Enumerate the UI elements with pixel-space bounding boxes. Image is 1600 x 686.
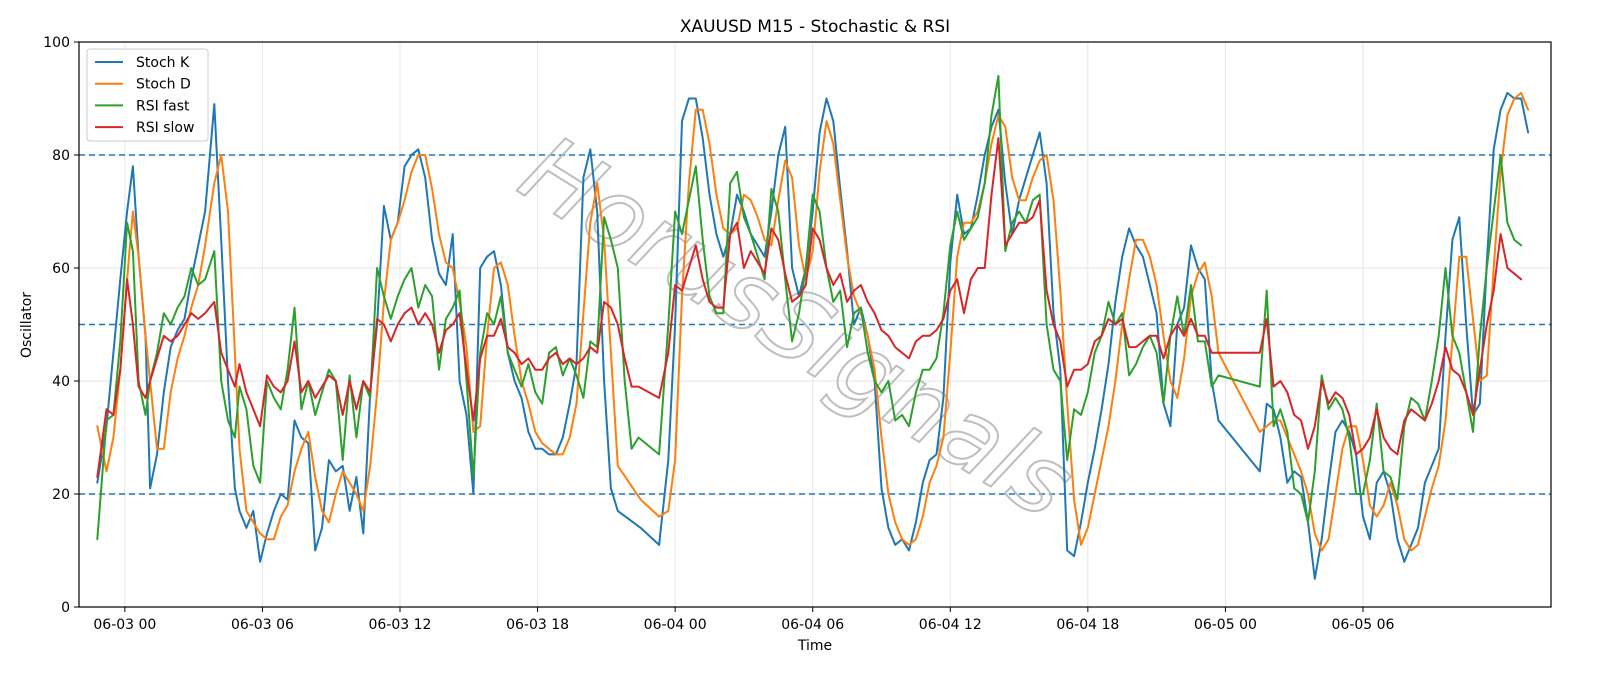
x-tick-label: 06-03 18 [506, 617, 569, 633]
x-axis: 06-03 00 06-03 06 06-03 12 06-03 18 06-04 00… [93, 607, 1395, 633]
x-tick-label: 06-03 06 [231, 617, 294, 633]
threshold-lines [79, 154, 1551, 495]
legend-box [86, 48, 209, 142]
plot-area-frame [78, 41, 1552, 608]
x-tick-label: 06-05 06 [1332, 617, 1395, 633]
y-tick-label: 100 [43, 35, 70, 51]
y-tick-label: 40 [52, 374, 70, 390]
series-line-stoch-d [96, 91, 1530, 552]
y-axis-label: Oscillator [19, 292, 35, 358]
x-tick-label: 06-04 18 [1056, 617, 1119, 633]
x-tick-label: 06-05 00 [1194, 617, 1257, 633]
x-tick-label: 06-04 12 [919, 617, 982, 633]
legend-entry: Stoch K [136, 55, 190, 71]
legend: Stoch K Stoch D RSI fast RSI slow [86, 48, 209, 142]
x-tick-label: 06-03 12 [369, 617, 432, 633]
x-axis-label: Time [797, 638, 832, 654]
chart-title: XAUUSD M15 - Stochastic & RSI [680, 17, 950, 37]
y-tick-label: 80 [52, 148, 70, 164]
y-tick-label: 20 [52, 487, 70, 503]
y-axis: 0 20 40 60 80 100 [43, 35, 79, 616]
x-tick-label: 06-04 06 [781, 617, 844, 633]
legend-entry: RSI slow [136, 120, 194, 136]
x-tick-label: 06-03 00 [93, 617, 156, 633]
series-line-rsi-slow [96, 137, 1523, 478]
y-tick-label: 60 [52, 261, 70, 277]
series-layer [96, 74, 1530, 580]
legend-entry: Stoch D [136, 77, 191, 93]
y-tick-label: 0 [61, 600, 70, 616]
legend-entry: RSI fast [136, 98, 190, 114]
x-tick-label: 06-04 00 [644, 617, 707, 633]
